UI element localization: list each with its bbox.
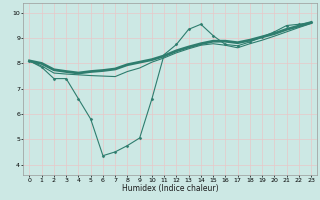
X-axis label: Humidex (Indice chaleur): Humidex (Indice chaleur) (122, 184, 219, 193)
